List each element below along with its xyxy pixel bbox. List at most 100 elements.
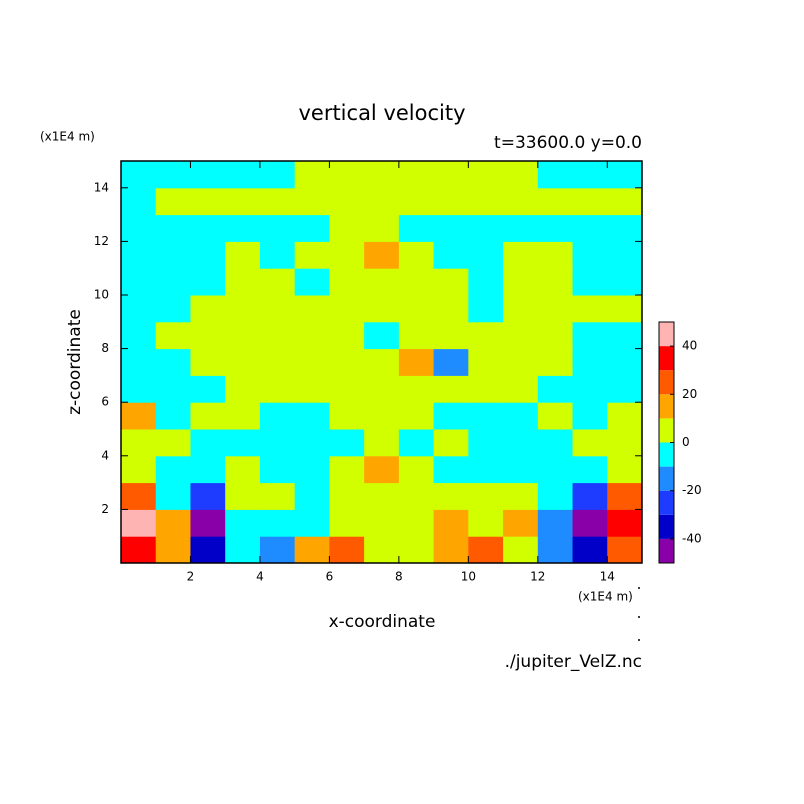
field-cell bbox=[468, 429, 504, 457]
field-cell bbox=[294, 161, 330, 189]
x-tick-label: 4 bbox=[256, 570, 264, 584]
field-cell bbox=[572, 268, 608, 296]
field-cell bbox=[121, 268, 157, 296]
field-cell bbox=[398, 241, 435, 269]
field-cell bbox=[121, 536, 157, 564]
x-tick-label: 12 bbox=[530, 570, 545, 584]
source-file: ./jupiter_VelZ.nc bbox=[505, 652, 642, 672]
field-cell bbox=[398, 187, 435, 216]
field-cell bbox=[607, 295, 643, 323]
field-cell bbox=[537, 429, 574, 457]
field-cell bbox=[294, 482, 330, 510]
field-cell bbox=[225, 161, 261, 189]
field-cell bbox=[468, 509, 504, 537]
field-cell bbox=[398, 482, 435, 510]
field-cell bbox=[364, 536, 400, 564]
field-cell bbox=[294, 348, 330, 376]
x-tick-label: 14 bbox=[600, 570, 615, 584]
field-cell bbox=[259, 455, 296, 484]
field-cell bbox=[155, 187, 191, 216]
y-tick-label: 2 bbox=[101, 502, 109, 516]
field-cell bbox=[259, 241, 296, 269]
field-cell bbox=[121, 161, 157, 189]
field-cell bbox=[225, 375, 261, 403]
field-cell bbox=[433, 187, 469, 216]
field-cell bbox=[190, 375, 226, 403]
y-tick-label: 12 bbox=[94, 234, 109, 248]
field-cell bbox=[572, 455, 608, 484]
chart-title: vertical velocity bbox=[298, 101, 465, 125]
x-tick-label: 2 bbox=[187, 570, 195, 584]
colorbar-swatch bbox=[659, 490, 674, 515]
field-cell bbox=[398, 348, 435, 376]
dot bbox=[638, 639, 640, 641]
field-cell bbox=[155, 429, 191, 457]
field-cell bbox=[537, 241, 574, 269]
field-cell bbox=[537, 482, 574, 510]
field-cell bbox=[364, 402, 400, 430]
field-cell bbox=[503, 187, 539, 216]
field-cell bbox=[329, 455, 365, 484]
field-cell bbox=[225, 402, 261, 430]
field-cell bbox=[468, 214, 504, 242]
field-cell bbox=[259, 536, 296, 564]
field-cell bbox=[190, 214, 226, 242]
field-cell bbox=[190, 295, 226, 323]
field-cell bbox=[537, 321, 574, 350]
field-cell bbox=[468, 348, 504, 376]
field-cell bbox=[259, 402, 296, 430]
field-cell bbox=[155, 509, 191, 537]
field-cell bbox=[572, 348, 608, 376]
field bbox=[121, 161, 643, 564]
colorbar-swatch bbox=[659, 394, 674, 419]
field-cell bbox=[503, 241, 539, 269]
field-cell bbox=[503, 482, 539, 510]
field-cell bbox=[503, 455, 539, 484]
field-cell bbox=[225, 429, 261, 457]
field-cell bbox=[607, 509, 643, 537]
field-cell bbox=[537, 214, 574, 242]
field-cell bbox=[155, 241, 191, 269]
field-cell bbox=[398, 402, 435, 430]
field-cell bbox=[155, 295, 191, 323]
field-cell bbox=[607, 536, 643, 564]
field-cell bbox=[468, 482, 504, 510]
field-cell bbox=[155, 321, 191, 350]
field-cell bbox=[294, 321, 330, 350]
field-cell bbox=[259, 482, 296, 510]
field-cell bbox=[121, 429, 157, 457]
field-cell bbox=[572, 536, 608, 564]
field-cell bbox=[329, 295, 365, 323]
field-cell bbox=[364, 214, 400, 242]
field-cell bbox=[572, 321, 608, 350]
field-cell bbox=[503, 348, 539, 376]
field-cell bbox=[398, 509, 435, 537]
field-cell bbox=[433, 241, 469, 269]
colorbar-swatch bbox=[659, 442, 674, 467]
field-cell bbox=[572, 375, 608, 403]
field-cell bbox=[468, 321, 504, 350]
field-cell bbox=[503, 375, 539, 403]
field-cell bbox=[121, 348, 157, 376]
field-cell bbox=[572, 482, 608, 510]
field-cell bbox=[259, 187, 296, 216]
field-cell bbox=[225, 348, 261, 376]
field-cell bbox=[468, 187, 504, 216]
field-cell bbox=[607, 214, 643, 242]
field-cell bbox=[537, 268, 574, 296]
field-cell bbox=[607, 268, 643, 296]
y-tick-label: 10 bbox=[94, 288, 109, 302]
field-cell bbox=[607, 241, 643, 269]
field-cell bbox=[294, 241, 330, 269]
field-cell bbox=[398, 321, 435, 350]
colorbar-swatch bbox=[659, 346, 674, 371]
field-cell bbox=[225, 187, 261, 216]
colorbar-swatch bbox=[659, 538, 674, 563]
field-cell bbox=[572, 241, 608, 269]
field-cell bbox=[572, 187, 608, 216]
y-tick-label: 14 bbox=[94, 180, 109, 194]
field-cell bbox=[329, 429, 365, 457]
field-cell bbox=[121, 295, 157, 323]
field-cell bbox=[225, 295, 261, 323]
field-cell bbox=[468, 536, 504, 564]
